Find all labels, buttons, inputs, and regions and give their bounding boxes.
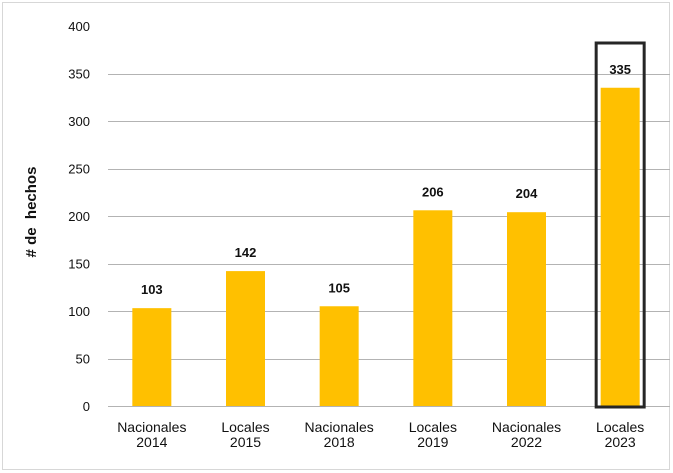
x-tick-label-4-line-1: 2022 [511, 434, 542, 450]
data-label-1: 142 [235, 245, 257, 260]
x-tick-label-0: Nacionales 2014 [117, 419, 186, 450]
bar-4 [507, 212, 546, 406]
bar-3 [413, 210, 453, 406]
x-tick-label-1: Locales 2015 [221, 419, 269, 450]
x-tick-label-2: Nacionales 2018 [305, 419, 374, 450]
data-label-2: 105 [328, 280, 350, 295]
y-tick-label-100: 100 [68, 304, 90, 319]
highlight [594, 41, 646, 409]
data-label-4: 204 [516, 186, 538, 201]
y-tick-label-400: 400 [68, 19, 90, 34]
x-tick-label-0-line-1: 2014 [136, 434, 167, 450]
data-label-5: 335 [609, 62, 631, 77]
y-tick-label-250: 250 [68, 162, 90, 177]
bars [132, 87, 640, 406]
y-tick-label-50: 50 [76, 352, 90, 367]
x-tick-label-3: Locales 2019 [409, 419, 457, 450]
bar-0 [132, 308, 172, 406]
x-tick-label-0-line-0: Nacionales [117, 419, 186, 435]
y-axis-title: # de hechos [23, 167, 40, 258]
x-tick-label-3-line-0: Locales [409, 419, 457, 435]
bar-5 [600, 87, 640, 406]
y-axis-ticks: 0 50 100 150 200 250 300 350 400 [68, 19, 90, 414]
data-labels: 103 142 105 206 204 335 [141, 62, 631, 297]
x-tick-label-3-line-1: 2019 [417, 434, 448, 450]
y-tick-label-300: 300 [68, 114, 90, 129]
y-tick-label-350: 350 [68, 67, 90, 82]
bar-1 [226, 271, 265, 406]
x-tick-label-4-line-0: Nacionales [492, 419, 561, 435]
gridlines [108, 74, 670, 407]
x-tick-label-5: Locales 2023 [596, 419, 644, 450]
x-tick-label-2-line-1: 2018 [324, 434, 355, 450]
x-tick-label-1-line-0: Locales [221, 419, 269, 435]
x-tick-label-4: Nacionales 2022 [492, 419, 561, 450]
x-tick-label-2-line-0: Nacionales [305, 419, 374, 435]
y-tick-label-0: 0 [83, 399, 90, 414]
data-label-0: 103 [141, 282, 163, 297]
bar-2 [319, 306, 359, 406]
highlight-box [594, 41, 646, 409]
y-tick-label-150: 150 [68, 257, 90, 272]
data-label-3: 206 [422, 184, 444, 199]
y-tick-label-200: 200 [68, 209, 90, 224]
x-tick-label-1-line-1: 2015 [230, 434, 261, 450]
x-tick-label-5-line-1: 2023 [605, 434, 636, 450]
x-tick-label-5-line-0: Locales [596, 419, 644, 435]
